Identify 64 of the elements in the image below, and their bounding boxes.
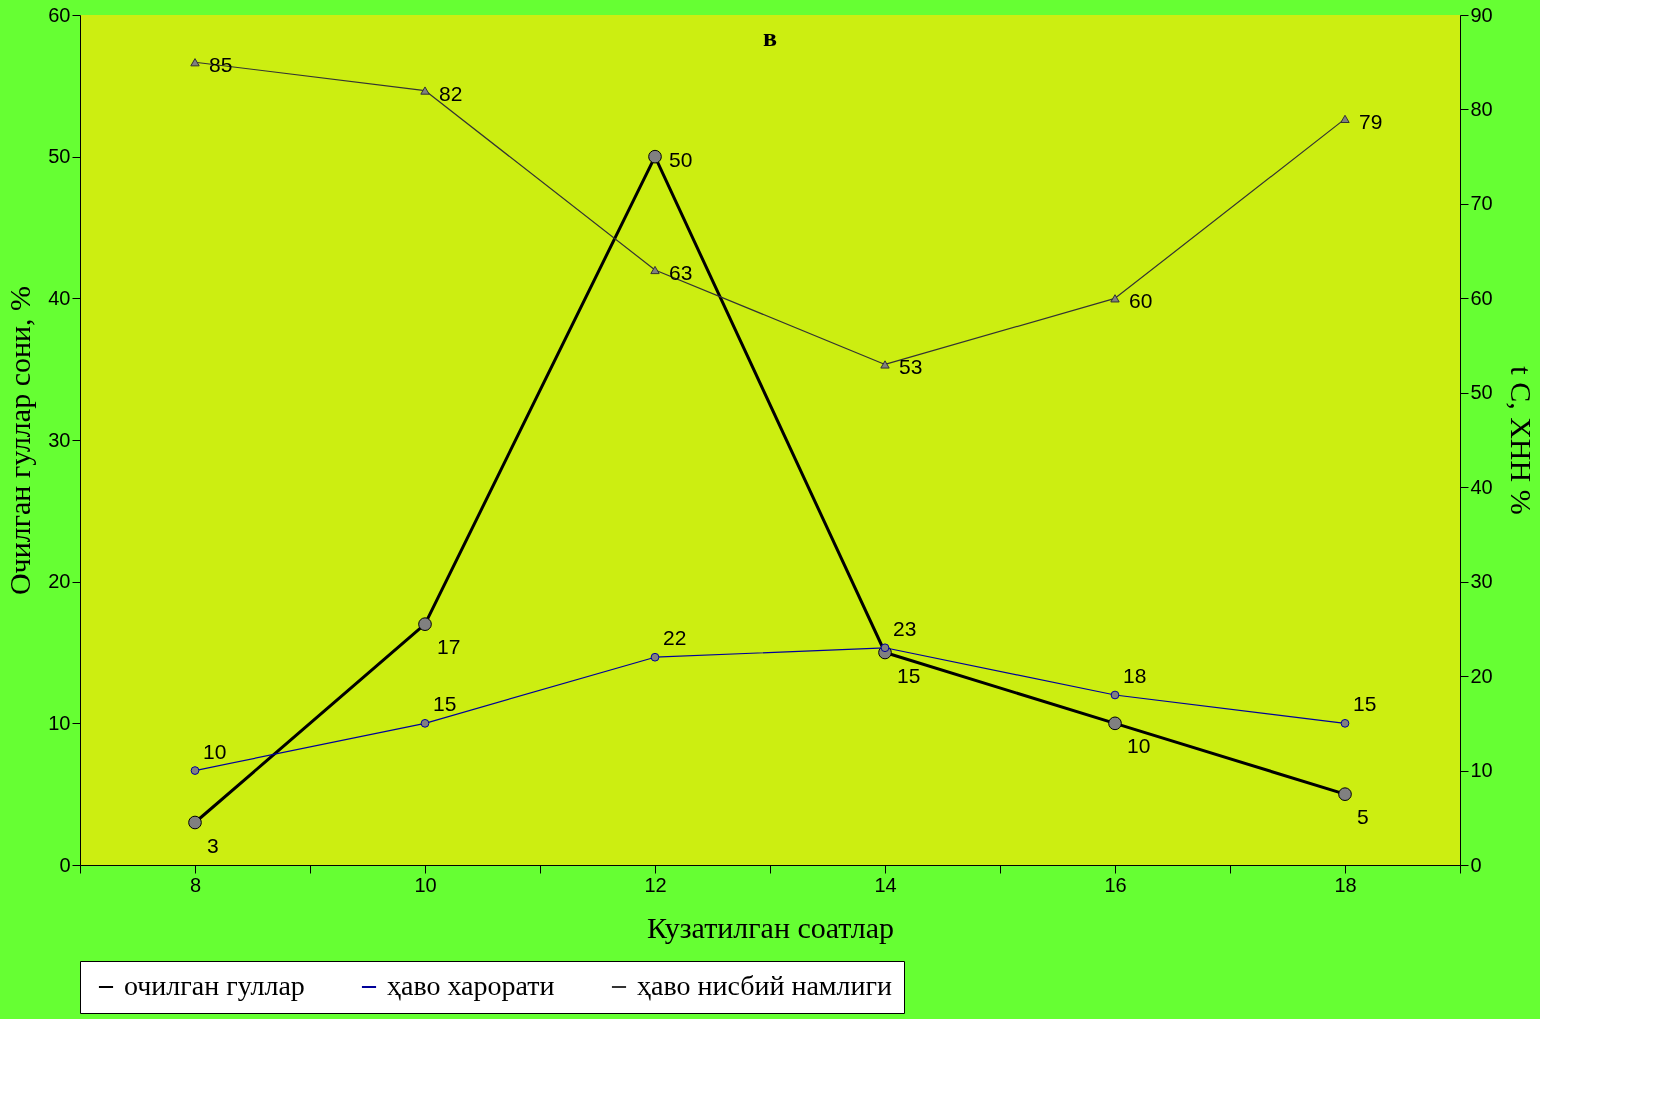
y2-tick-label: 40 [1470,475,1493,498]
data-label: 10 [1127,734,1151,758]
data-label: 79 [1359,109,1383,133]
data-label: 3 [207,833,219,857]
x-tick-label: 10 [414,873,437,896]
data-label: 10 [203,739,227,763]
y2-tick-label: 0 [1470,853,1482,876]
y-tick-label: 60 [48,3,71,26]
data-label: 23 [893,616,917,640]
point [648,149,662,164]
point [190,766,200,775]
y-tick-label: 10 [48,711,71,734]
x-tick-label: 16 [1104,873,1127,896]
data-label: 15 [897,663,921,687]
point [1110,294,1120,303]
y2-tick-label: 20 [1470,664,1493,687]
x-tick-label: 8 [189,873,202,896]
legend-label: очилган гуллар [124,970,305,1001]
data-label: 17 [437,635,461,659]
point [1340,114,1350,124]
point [650,265,660,275]
point [418,617,432,631]
data-label: 60 [1129,289,1153,313]
point [190,58,200,67]
point [1108,716,1122,731]
y-axis-title: Очилган гуллар сони, % [3,285,37,596]
point [650,652,660,662]
data-label: 15 [1353,692,1377,716]
y-tick-label: 50 [48,145,71,168]
y-tick-label: 0 [59,853,71,876]
point [880,643,890,653]
point [420,718,430,728]
y-tick-label: 20 [48,570,71,593]
y-tick-label: 30 [48,428,71,451]
chart-title: в [762,23,778,52]
point [188,815,202,830]
x-axis-title: Кузатилган соатлар [647,910,894,944]
legend-label: ҳаво харорати [387,970,555,1001]
data-label: 5 [1357,805,1369,829]
y2-tick-label: 70 [1470,192,1493,215]
y2-tick-label: 80 [1470,97,1493,120]
data-label: 15 [433,692,457,716]
data-label: 50 [669,147,693,171]
data-label: 53 [899,355,923,379]
point [1338,787,1352,801]
point [1110,690,1120,700]
data-label: 63 [669,261,693,284]
y2-tick-label: 60 [1470,286,1493,309]
y-tick-label: 40 [48,286,71,309]
point [1340,718,1350,728]
x-tick-label: 18 [1334,873,1357,896]
y2-axis-title: t C, ХНН % [1504,366,1538,515]
y2-tick-label: 50 [1470,381,1493,404]
point [420,86,430,95]
data-label: 82 [439,81,463,105]
x-tick-label: 12 [644,873,667,896]
x-tick-label: 14 [874,873,897,896]
data-label: 22 [663,626,687,650]
data-label: 18 [1123,664,1147,687]
point [880,360,890,369]
legend-label: ҳаво нисбий намлиги [637,970,892,1001]
y2-tick-label: 30 [1470,570,1493,593]
y2-tick-label: 10 [1470,759,1493,782]
y2-tick-label: 90 [1470,3,1493,26]
